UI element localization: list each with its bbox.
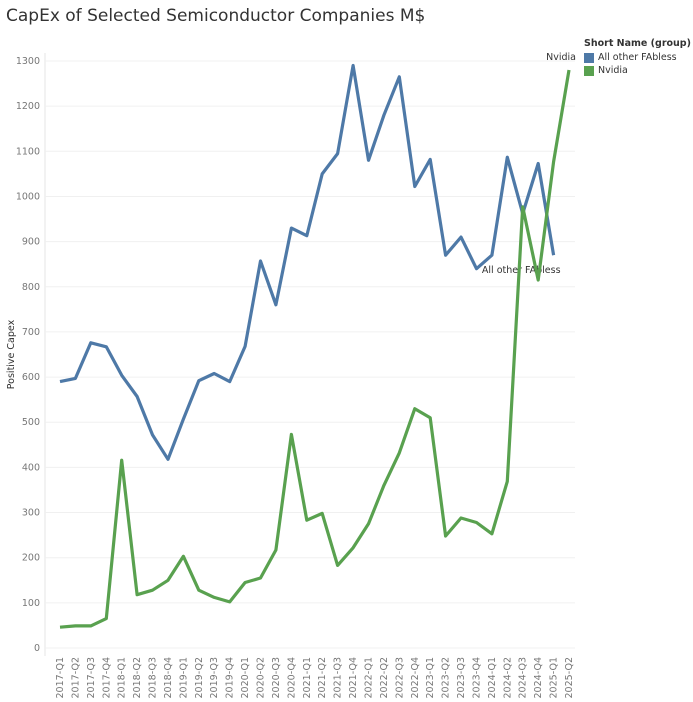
y-tick-label: 0 <box>34 643 40 654</box>
x-tick-label: 2019-Q1 <box>178 657 189 698</box>
x-tick-label: 2021-Q3 <box>333 657 344 698</box>
y-tick-label: 600 <box>22 372 40 383</box>
legend-title: Short Name (group) <box>584 38 691 49</box>
x-tick-label: 2018-Q2 <box>132 657 143 698</box>
legend-swatch <box>584 65 594 76</box>
x-tick-label: 2020-Q3 <box>271 657 282 698</box>
x-tick-label: 2023-Q1 <box>425 657 436 698</box>
legend-swatch <box>584 52 594 63</box>
x-tick-label: 2025-Q2 <box>564 657 575 698</box>
x-tick-label: 2018-Q3 <box>148 657 159 698</box>
y-tick-label: 1300 <box>16 56 40 67</box>
x-tick-label: 2018-Q4 <box>163 657 174 698</box>
x-tick-label: 2024-Q1 <box>487 657 498 698</box>
legend-label: All other FAbless <box>598 52 677 63</box>
x-tick-label: 2020-Q4 <box>286 657 297 698</box>
series-end-label: All other FAbless <box>482 265 561 276</box>
y-tick-label: 400 <box>22 462 40 473</box>
x-tick-label: 2022-Q2 <box>379 657 390 698</box>
x-tick-label: 2019-Q3 <box>209 657 220 698</box>
x-tick-label: 2023-Q2 <box>441 657 452 698</box>
y-tick-label: 900 <box>22 237 40 248</box>
x-tick-label: 2020-Q1 <box>240 657 251 698</box>
x-tick-label: 2025-Q1 <box>549 657 560 698</box>
y-axis-label: Positive Capex <box>6 319 17 389</box>
x-tick-label: 2022-Q3 <box>394 657 405 698</box>
x-tick-label: 2017-Q4 <box>101 657 112 698</box>
x-tick-label: 2024-Q2 <box>502 657 513 698</box>
x-tick-label: 2021-Q1 <box>302 657 313 698</box>
y-tick-label: 200 <box>22 553 40 564</box>
x-tick-label: 2019-Q2 <box>194 657 205 698</box>
x-tick-label: 2023-Q4 <box>471 657 482 698</box>
x-tick-label: 2017-Q2 <box>70 657 81 698</box>
chart-title: CapEx of Selected Semiconductor Companie… <box>6 6 426 26</box>
series-line-nvidia <box>59 69 571 629</box>
x-tick-label: 2022-Q1 <box>363 657 374 698</box>
x-tick-label: 2024-Q4 <box>533 657 544 698</box>
y-tick-label: 800 <box>22 282 40 293</box>
x-tick-label: 2021-Q2 <box>317 657 328 698</box>
y-tick-label: 1100 <box>16 146 40 157</box>
y-tick-label: 1200 <box>16 101 40 112</box>
x-tick-label: 2023-Q3 <box>456 657 467 698</box>
y-tick-label: 500 <box>22 417 40 428</box>
series-end-label: Nvidia <box>546 52 576 63</box>
x-tick-label: 2017-Q1 <box>55 657 66 698</box>
x-tick-label: 2019-Q4 <box>225 657 236 698</box>
y-tick-label: 100 <box>22 598 40 609</box>
legend-item[interactable]: Nvidia <box>584 65 691 76</box>
series-line-all-other-fabless <box>59 63 556 461</box>
legend-label: Nvidia <box>598 65 628 76</box>
x-tick-label: 2017-Q3 <box>86 657 97 698</box>
y-tick-label: 1000 <box>16 191 40 202</box>
y-tick-label: 300 <box>22 508 40 519</box>
x-tick-label: 2024-Q3 <box>518 657 529 698</box>
x-tick-label: 2022-Q4 <box>410 657 421 698</box>
legend: Short Name (group) All other FAbless Nvi… <box>584 38 691 78</box>
x-tick-label: 2018-Q1 <box>117 657 128 698</box>
x-tick-label: 2020-Q2 <box>256 657 267 698</box>
x-tick-label: 2021-Q4 <box>348 657 359 698</box>
y-tick-label: 700 <box>22 327 40 338</box>
legend-item[interactable]: All other FAbless <box>584 52 691 63</box>
